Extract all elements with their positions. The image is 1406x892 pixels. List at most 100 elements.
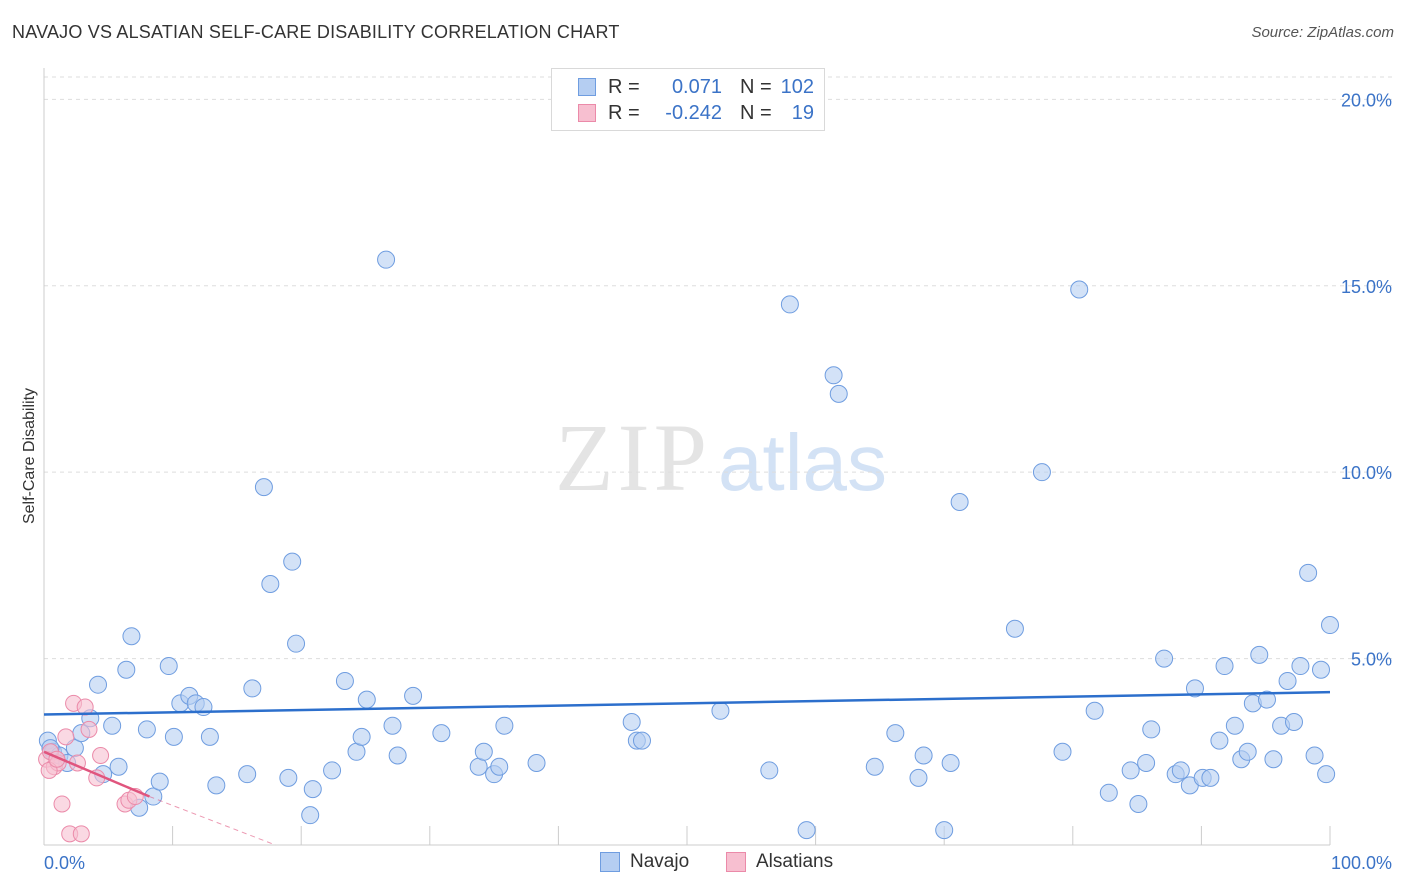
- legend-r-value: 0.071: [671, 75, 722, 98]
- navajo-point: [797, 821, 816, 840]
- y-tick-label: 5.0%: [1351, 650, 1392, 670]
- source-label: Source: ZipAtlas.com: [1251, 24, 1394, 41]
- navajo-point: [150, 772, 169, 791]
- alsatian-legend-swatch: [726, 852, 746, 872]
- grid: [44, 76, 1392, 660]
- navajo-point: [1250, 645, 1269, 664]
- navajo-point: [1238, 742, 1257, 761]
- navajo-point: [1215, 657, 1234, 676]
- navajo-trend-line: [43, 690, 1331, 716]
- navajo-point: [1121, 761, 1140, 780]
- navajo-point: [865, 757, 884, 776]
- y-tick-label: 20.0%: [1341, 90, 1392, 110]
- correlation-legend: R = 0.071 N = 102 R = -0.242 N = 19: [551, 68, 825, 131]
- watermark-zip: ZIP: [555, 404, 711, 511]
- legend-item-alsatians: Alsatians: [726, 851, 833, 873]
- navajo-point: [1171, 761, 1190, 780]
- navajo-point: [383, 716, 402, 735]
- navajo-point: [1142, 720, 1161, 739]
- alsatian-trend-line: [43, 750, 150, 798]
- navajo-point: [404, 686, 423, 705]
- navajo-point: [1201, 768, 1220, 787]
- navajo-points: [38, 250, 1339, 840]
- navajo-point: [829, 384, 848, 403]
- navajo-point: [388, 746, 407, 765]
- navajo-point: [780, 295, 799, 314]
- y-axis-label: Self-Care Disability: [21, 388, 38, 524]
- chart-title: NAVAJO VS ALSATIAN SELF-CARE DISABILITY …: [12, 22, 620, 42]
- legend-n-label: N =: [740, 101, 772, 124]
- navajo-legend-label: Navajo: [630, 851, 690, 872]
- alsatian-legend-label: Alsatians: [756, 851, 834, 872]
- navajo-point: [1137, 753, 1156, 772]
- navajo-point: [432, 724, 451, 743]
- trend-lines: [43, 690, 1331, 846]
- navajo-point: [377, 250, 396, 269]
- navajo-point: [109, 757, 128, 776]
- navajo-point: [1225, 716, 1244, 735]
- legend-n-value: 19: [791, 101, 814, 124]
- alsatian-points: [38, 694, 144, 843]
- x-tick-label: 0.0%: [44, 853, 85, 873]
- legend-item-navajo: Navajo: [600, 851, 689, 873]
- navajo-point: [164, 727, 183, 746]
- navajo-point: [1291, 657, 1310, 676]
- navajo-point: [323, 761, 342, 780]
- navajo-point: [622, 712, 641, 731]
- navajo-point: [711, 701, 730, 720]
- watermark: ZIP atlas: [555, 404, 887, 511]
- legend-row-alsatians: R = -0.242 N = 19: [578, 102, 814, 124]
- navajo-point: [490, 757, 509, 776]
- navajo-point: [89, 675, 108, 694]
- navajo-swatch: [578, 78, 596, 96]
- navajo-point: [303, 780, 322, 799]
- navajo-point: [357, 690, 376, 709]
- navajo-point: [1299, 563, 1318, 582]
- navajo-point: [760, 761, 779, 780]
- navajo-point: [287, 634, 306, 653]
- legend-n-value: 102: [780, 75, 814, 98]
- ticks: 5.0% 10.0% 15.0% 20.0% 0.0% 100.0%: [44, 90, 1392, 873]
- alsatian-point: [57, 728, 75, 746]
- navajo-point: [495, 716, 514, 735]
- navajo-point: [1257, 690, 1276, 709]
- navajo-point: [914, 746, 933, 765]
- navajo-point: [1129, 794, 1148, 813]
- navajo-point: [103, 716, 122, 735]
- alsatian-point: [76, 698, 94, 716]
- navajo-point: [527, 753, 546, 772]
- alsatian-point: [72, 825, 90, 843]
- navajo-point: [279, 768, 298, 787]
- x-tick-label: 100.0%: [1331, 853, 1392, 873]
- navajo-point: [200, 727, 219, 746]
- navajo-point: [238, 765, 257, 784]
- navajo-point: [1070, 280, 1089, 299]
- navajo-point: [243, 679, 262, 698]
- navajo-point: [1284, 712, 1303, 731]
- navajo-point: [824, 366, 843, 385]
- navajo-point: [1032, 463, 1051, 482]
- navajo-point: [1155, 649, 1174, 668]
- axes: [43, 68, 1331, 846]
- navajo-point: [1317, 765, 1336, 784]
- navajo-point: [1311, 660, 1330, 679]
- navajo-point: [283, 552, 302, 571]
- alsatian-swatch: [578, 104, 596, 122]
- navajo-point: [941, 753, 960, 772]
- navajo-point: [935, 821, 954, 840]
- navajo-point: [159, 657, 178, 676]
- navajo-point: [144, 787, 163, 806]
- navajo-point: [352, 727, 371, 746]
- navajo-point: [886, 724, 905, 743]
- navajo-point: [950, 493, 969, 512]
- watermark-atlas: atlas: [718, 418, 887, 507]
- y-tick-label: 15.0%: [1341, 277, 1392, 297]
- legend-r-label: R =: [608, 101, 640, 124]
- navajo-point: [474, 742, 493, 761]
- navajo-point: [1053, 742, 1072, 761]
- navajo-point: [122, 627, 141, 646]
- navajo-point: [1005, 619, 1024, 638]
- navajo-legend-swatch: [600, 852, 620, 872]
- navajo-point: [909, 768, 928, 787]
